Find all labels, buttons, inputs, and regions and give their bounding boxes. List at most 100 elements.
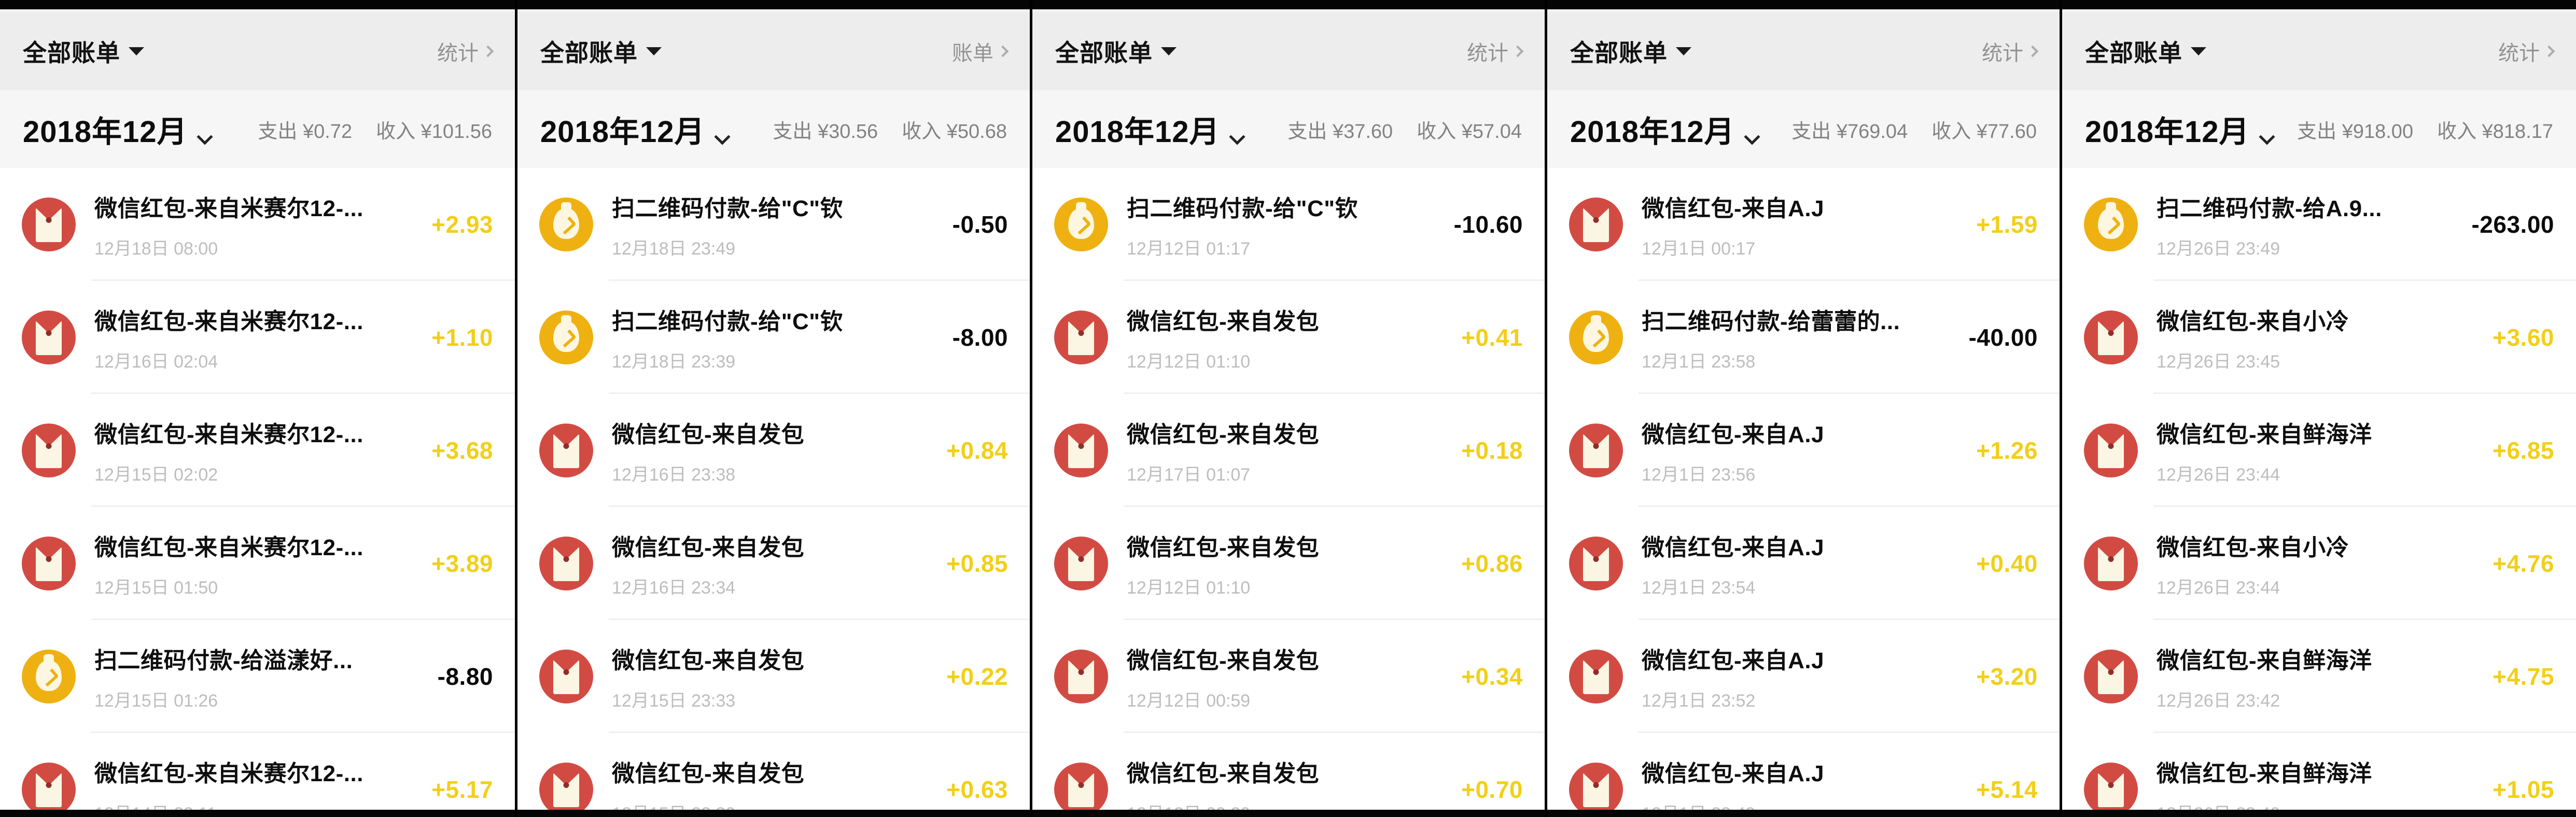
transaction-row[interactable]: 扫二维码付款-给蕾蕾的... 12月1日 23:58 -40.00 — [1547, 281, 2060, 394]
transaction-title: 微信红包-来自发包 — [612, 760, 805, 786]
transaction-row[interactable]: 扫二维码付款-给"C"钦 12月18日 23:39 -8.00 — [517, 281, 1030, 394]
transaction-row[interactable]: 微信红包-来自小冷 12月26日 23:44 +4.76 — [2062, 507, 2576, 620]
red-envelope-icon — [1054, 537, 1108, 590]
transaction-row[interactable]: 微信红包-来自发包 12月16日 23:38 +0.84 — [517, 394, 1030, 507]
transaction-title: 微信红包-来自发包 — [1127, 534, 1320, 560]
chevron-right-icon — [997, 45, 1009, 58]
month-selector[interactable]: 2018年12月 — [1055, 107, 1245, 151]
money-bag-shape — [1068, 209, 1094, 239]
transaction-row[interactable]: 微信红包-来自鲜海洋 12月26日 23:44 +6.85 — [2062, 394, 2576, 507]
strip-divider — [1032, 9, 1545, 12]
bill-header: 全部账单 统计 — [0, 12, 515, 90]
all-bills-dropdown[interactable]: 全部账单 — [1570, 34, 1691, 68]
transaction-row[interactable]: 微信红包-来自A.J 12月1日 23:56 +1.26 — [1547, 394, 2060, 507]
transaction-amount: +4.75 — [2493, 663, 2554, 690]
money-bag-shape — [36, 661, 62, 691]
all-bills-dropdown[interactable]: 全部账单 — [23, 34, 144, 68]
transaction-detail: 扫二维码付款-给"C"钦 12月18日 23:49 — [612, 190, 953, 260]
transaction-row[interactable]: 微信红包-来自米赛尔12-... 12月18日 08:00 +2.93 — [0, 168, 515, 281]
transaction-row[interactable]: 微信红包-来自发包 12月16日 23:34 +0.85 — [517, 507, 1030, 620]
transaction-amount: +1.05 — [2493, 776, 2554, 803]
month-selector[interactable]: 2018年12月 — [23, 107, 213, 151]
transaction-title: 扫二维码付款-给"C"钦 — [612, 308, 844, 334]
transaction-detail: 微信红包-来自米赛尔12-... 12月18日 08:00 — [94, 190, 431, 260]
transaction-detail: 微信红包-来自发包 12月17日 01:07 — [1127, 416, 1461, 486]
chevron-down-icon — [1228, 129, 1245, 145]
transaction-detail: 微信红包-来自发包 12月12日 01:10 — [1127, 303, 1461, 373]
transaction-list: 扫二维码付款-给A.9... 12月26日 23:49 -263.00 微信红包-来自… — [2062, 168, 2576, 817]
transaction-date: 12月1日 23:56 — [1642, 464, 1756, 485]
transaction-title: 扫二维码付款-给"C"钦 — [612, 195, 844, 221]
envelope-shape — [36, 321, 62, 355]
month-summary-bar: 2018年12月 支出 ¥30.56 收入 ¥50.68 — [517, 90, 1030, 168]
envelope-shape — [553, 434, 579, 468]
transaction-amount: -8.00 — [952, 324, 1008, 351]
transaction-row[interactable]: 微信红包-来自A.J 12月1日 23:54 +0.40 — [1547, 507, 2060, 620]
all-bills-dropdown[interactable]: 全部账单 — [540, 34, 662, 68]
chevron-right-icon — [482, 45, 494, 58]
transaction-row[interactable]: 微信红包-来自发包 12月12日 01:10 +0.86 — [1032, 507, 1545, 620]
transaction-detail: 微信红包-来自A.J 12月1日 23:52 — [1642, 642, 1976, 712]
month-income-total: 收入 ¥101.56 — [376, 120, 492, 143]
status-bar-strip — [1032, 0, 1545, 9]
transaction-amount: +0.34 — [1461, 663, 1523, 690]
month-selector[interactable]: 2018年12月 — [540, 107, 731, 151]
transaction-row[interactable]: 扫二维码付款-给"C"钦 12月12日 01:17 -10.60 — [1032, 168, 1545, 281]
bottom-edge-strip — [517, 810, 1030, 817]
red-envelope-icon — [2084, 650, 2138, 703]
transaction-date: 12月12日 01:10 — [1127, 351, 1251, 372]
transaction-row[interactable]: 微信红包-来自米赛尔12-... 12月15日 01:50 +3.89 — [0, 507, 515, 620]
transaction-title: 微信红包-来自鲜海洋 — [2157, 760, 2372, 786]
stats-link[interactable]: 统计 — [1467, 36, 1524, 66]
month-selector[interactable]: 2018年12月 — [2085, 107, 2275, 151]
red-envelope-icon — [2084, 537, 2138, 590]
transaction-row[interactable]: 扫二维码付款-给"C"钦 12月18日 23:49 -0.50 — [517, 168, 1030, 281]
envelope-shape — [1068, 773, 1094, 807]
transaction-row[interactable]: 扫二维码付款-给A.9... 12月26日 23:49 -263.00 — [2062, 168, 2576, 281]
month-totals: 支出 ¥0.72 收入 ¥101.56 — [258, 115, 492, 144]
transaction-row[interactable]: 微信红包-来自米赛尔12-...12月14日 23:11+5.17 — [0, 733, 515, 817]
transaction-detail: 微信红包-来自A.J 12月1日 23:56 — [1642, 416, 1976, 486]
month-label: 2018年12月 — [2085, 115, 2250, 149]
stats-label: 统计 — [437, 42, 479, 65]
chevron-down-icon — [646, 47, 662, 55]
transaction-row[interactable]: 微信红包-来自发包 12月17日 01:07 +0.18 — [1032, 394, 1545, 507]
stats-label: 统计 — [1467, 42, 1508, 65]
transaction-row[interactable]: 扫二维码付款-给溢漾好... 12月15日 01:26 -8.80 — [0, 620, 515, 733]
transaction-title: 微信红包-来自A.J — [1642, 534, 1825, 560]
stats-link[interactable]: 统计 — [1982, 36, 2039, 66]
all-bills-dropdown[interactable]: 全部账单 — [2085, 34, 2206, 68]
transaction-row[interactable]: 微信红包-来自A.J 12月1日 00:17 +1.59 — [1547, 168, 2060, 281]
transaction-date: 12月17日 01:07 — [1127, 464, 1251, 485]
stats-link[interactable]: 统计 — [2498, 36, 2555, 66]
transaction-row[interactable]: 微信红包-来自发包 12月12日 00:59 +0.34 — [1032, 620, 1545, 733]
transaction-date: 12月1日 00:17 — [1642, 238, 1756, 259]
envelope-shape — [2098, 547, 2124, 581]
stats-link[interactable]: 统计 — [437, 36, 494, 66]
transaction-amount: +0.18 — [1461, 437, 1523, 464]
month-selector[interactable]: 2018年12月 — [1570, 107, 1760, 151]
all-bills-label: 全部账单 — [23, 39, 120, 66]
transaction-title: 微信红包-来自A.J — [1642, 760, 1825, 786]
transaction-row[interactable]: 微信红包-来自小冷 12月26日 23:45 +3.60 — [2062, 281, 2576, 394]
transaction-amount: +3.68 — [431, 437, 493, 464]
stats-link[interactable]: 账单 — [952, 36, 1009, 66]
transaction-row[interactable]: 微信红包-来自发包 12月15日 23:33 +0.22 — [517, 620, 1030, 733]
transaction-row[interactable]: 微信红包-来自鲜海洋 12月26日 23:42 +4.75 — [2062, 620, 2576, 733]
transaction-date: 12月1日 23:52 — [1642, 691, 1756, 711]
transaction-date: 12月18日 23:49 — [612, 238, 736, 259]
transaction-amount: -8.80 — [437, 663, 493, 690]
transaction-row[interactable]: 微信红包-来自米赛尔12-... 12月16日 02:04 +1.10 — [0, 281, 515, 394]
chevron-right-icon — [2543, 45, 2555, 58]
transaction-date: 12月16日 23:38 — [612, 464, 736, 485]
transaction-row[interactable]: 微信红包-来自A.J 12月1日 23:52 +3.20 — [1547, 620, 2060, 733]
all-bills-dropdown[interactable]: 全部账单 — [1055, 34, 1177, 68]
transaction-row[interactable]: 微信红包-来自发包 12月12日 01:10 +0.41 — [1032, 281, 1545, 394]
transaction-title: 微信红包-来自发包 — [612, 647, 805, 673]
transaction-row[interactable]: 微信红包-来自米赛尔12-... 12月15日 02:02 +3.68 — [0, 394, 515, 507]
